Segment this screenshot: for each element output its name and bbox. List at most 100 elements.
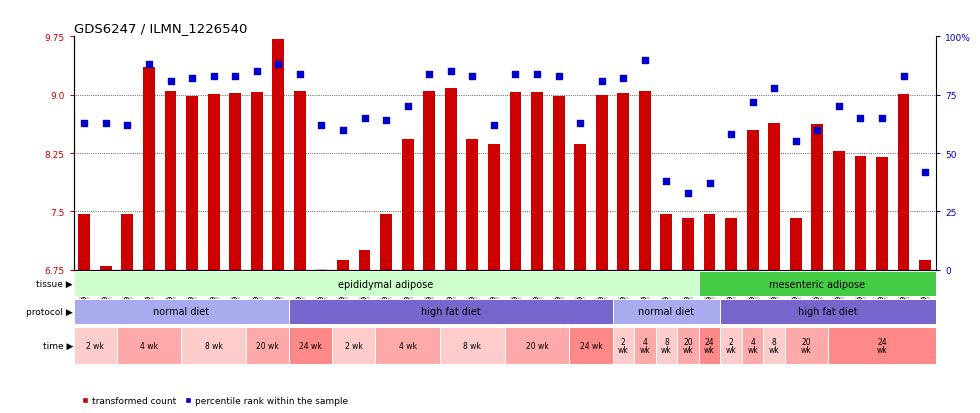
Bar [208,95,220,270]
Point [637,57,653,64]
Point [378,118,394,124]
Text: 4
wk: 4 wk [640,337,650,354]
Text: 8
wk: 8 wk [769,337,779,354]
Bar [122,214,133,270]
Point [809,127,825,134]
Point [400,104,416,110]
Text: 4 wk: 4 wk [399,341,416,350]
Bar [466,140,478,270]
Bar [181,327,246,364]
Point [508,71,523,78]
Bar [74,271,699,297]
Bar [811,125,823,270]
Bar [569,327,612,364]
Point [874,115,890,122]
Bar [402,140,414,270]
Bar [143,68,155,270]
Bar [699,327,720,364]
Point [335,127,351,134]
Text: tissue ▶: tissue ▶ [36,280,74,288]
Bar [289,327,332,364]
Bar [488,144,500,270]
Point [465,74,480,80]
Bar [78,214,90,270]
Bar [677,327,699,364]
Point [917,169,933,176]
Point [314,122,329,129]
Text: 2 wk: 2 wk [86,341,104,350]
Text: 24 wk: 24 wk [579,341,603,350]
Bar [639,92,651,270]
Text: 2 wk: 2 wk [345,341,363,350]
Bar [682,219,694,270]
Text: protocol ▶: protocol ▶ [26,307,74,316]
Text: 24 wk: 24 wk [299,341,322,350]
Bar [574,144,586,270]
Text: 24
wk: 24 wk [705,337,714,354]
Bar [656,327,677,364]
Bar [763,327,785,364]
Bar [531,93,543,270]
Point [357,115,372,122]
Point [572,120,588,127]
Bar [289,299,612,324]
Bar [919,261,931,270]
Point [615,76,631,83]
Bar [596,96,608,270]
Bar [725,218,737,270]
Point [853,115,868,122]
Text: 8 wk: 8 wk [464,341,481,350]
Text: GDS6247 / ILMN_1226540: GDS6247 / ILMN_1226540 [74,21,247,35]
Text: epididymal adipose: epididymal adipose [338,279,434,289]
Point [141,62,157,69]
Point [206,74,221,80]
Point [292,71,308,78]
Text: normal diet: normal diet [638,306,695,317]
Point [163,78,178,85]
Bar [704,214,715,270]
Bar [440,327,505,364]
Point [421,71,437,78]
Bar [272,40,284,270]
Text: high fat diet: high fat diet [799,306,858,317]
Text: 24
wk: 24 wk [877,337,887,354]
Point [723,132,739,138]
Point [896,74,911,80]
Bar [251,93,263,270]
Bar [117,327,181,364]
Bar [332,327,375,364]
Point [680,190,696,197]
Bar [445,89,457,270]
Bar [186,97,198,270]
Text: 20 wk: 20 wk [525,341,549,350]
Bar [661,214,672,270]
Point [788,139,804,145]
Text: normal diet: normal diet [153,306,210,317]
Point [227,74,243,80]
Bar [855,157,866,270]
Point [702,180,717,187]
Bar [165,92,176,270]
Text: 20 wk: 20 wk [256,341,279,350]
Bar [553,97,564,270]
Bar [100,266,112,270]
Text: 8 wk: 8 wk [205,341,222,350]
Text: time ▶: time ▶ [43,341,74,350]
Point [529,71,545,78]
Text: 2
wk: 2 wk [726,337,736,354]
Bar [617,94,629,270]
Bar [612,299,720,324]
Legend: transformed count, percentile rank within the sample: transformed count, percentile rank withi… [78,392,352,408]
Text: 8
wk: 8 wk [662,337,671,354]
Bar [612,327,634,364]
Bar [720,299,936,324]
Bar [380,214,392,270]
Text: 4
wk: 4 wk [748,337,758,354]
Point [831,104,847,110]
Bar [510,93,521,270]
Bar [375,327,440,364]
Bar [833,151,845,270]
Bar [246,327,289,364]
Point [184,76,200,83]
Point [659,178,674,185]
